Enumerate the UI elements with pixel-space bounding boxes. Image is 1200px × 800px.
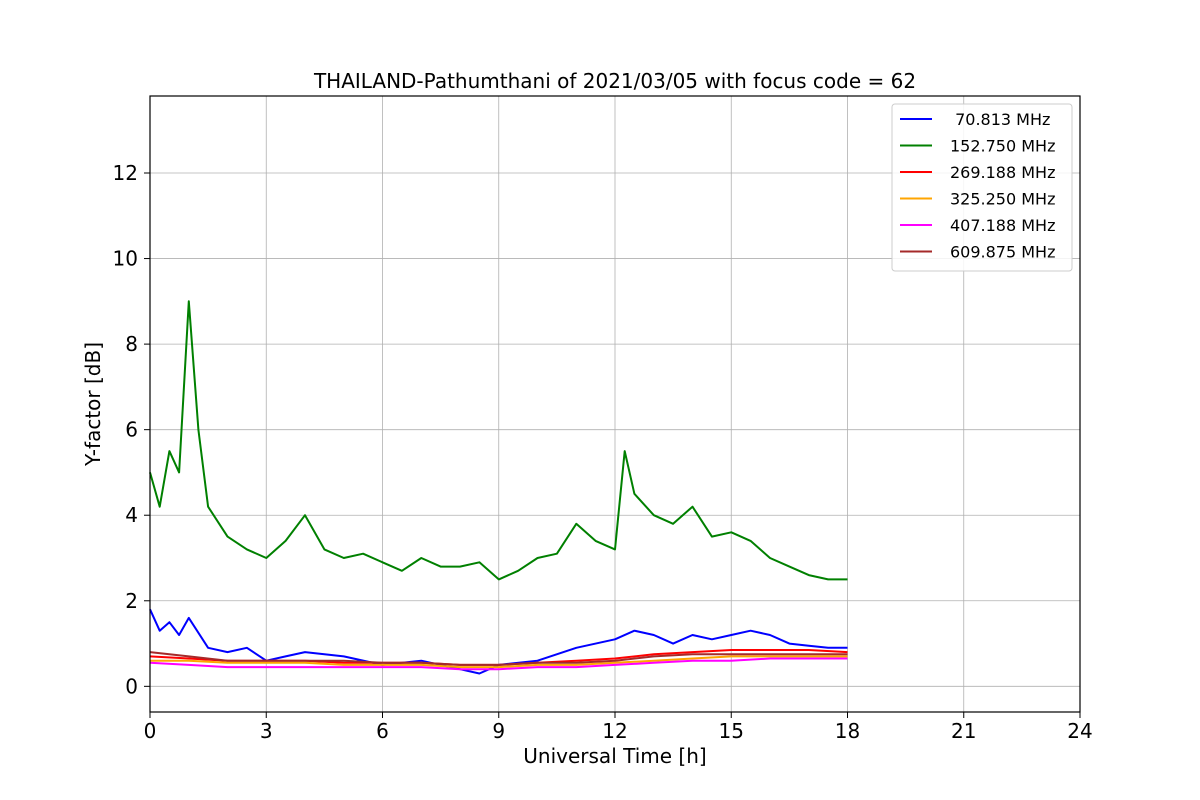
- legend-label: 70.813 MHz: [950, 110, 1050, 129]
- y-tick-label: 10: [113, 247, 138, 271]
- legend-label: 609.875 MHz: [950, 243, 1055, 262]
- x-tick-label: 3: [260, 719, 273, 743]
- legend: 70.813 MHz 152.750 MHz 269.188 MHz 325.250 …: [891, 103, 1073, 272]
- y-tick-label: 12: [113, 161, 138, 185]
- x-tick-label: 6: [376, 719, 389, 743]
- x-axis-label: Universal Time [h]: [523, 744, 706, 768]
- y-axis: 0 2 4 6 8 10 12: [113, 161, 150, 698]
- legend-label: 269.188 MHz: [950, 163, 1055, 182]
- x-tick-label: 21: [951, 719, 976, 743]
- series-line-407-188-mhz: [149, 657, 848, 671]
- x-tick-label: 18: [835, 719, 860, 743]
- y-tick-label: 6: [125, 418, 138, 442]
- x-axis: 0 3 6 9 12 15 18 21 24: [144, 712, 1093, 743]
- y-tick-label: 4: [125, 503, 138, 527]
- series-line-325-250-mhz: [150, 655, 848, 669]
- x-tick-label: 24: [1067, 719, 1092, 743]
- y-tick-label: 0: [125, 674, 138, 698]
- legend-label: 325.250 MHz: [950, 190, 1055, 209]
- y-axis-label: Y-factor [dB]: [81, 342, 105, 467]
- x-tick-label: 9: [492, 719, 505, 743]
- legend-label: 152.750 MHz: [950, 137, 1055, 156]
- y-tick-label: 8: [125, 332, 138, 356]
- series-line-152-750-mhz: [149, 300, 848, 581]
- legend-label: 407.188 MHz: [950, 216, 1055, 235]
- plot-area: [149, 300, 848, 675]
- series-line-609-875-mhz: [149, 651, 848, 666]
- x-tick-label: 0: [144, 719, 157, 743]
- chart-title: THAILAND-Pathumthani of 2021/03/05 with …: [313, 69, 916, 93]
- y-tick-label: 2: [125, 589, 138, 613]
- x-tick-label: 15: [719, 719, 744, 743]
- legend-box: [891, 103, 1073, 272]
- x-tick-label: 12: [602, 719, 627, 743]
